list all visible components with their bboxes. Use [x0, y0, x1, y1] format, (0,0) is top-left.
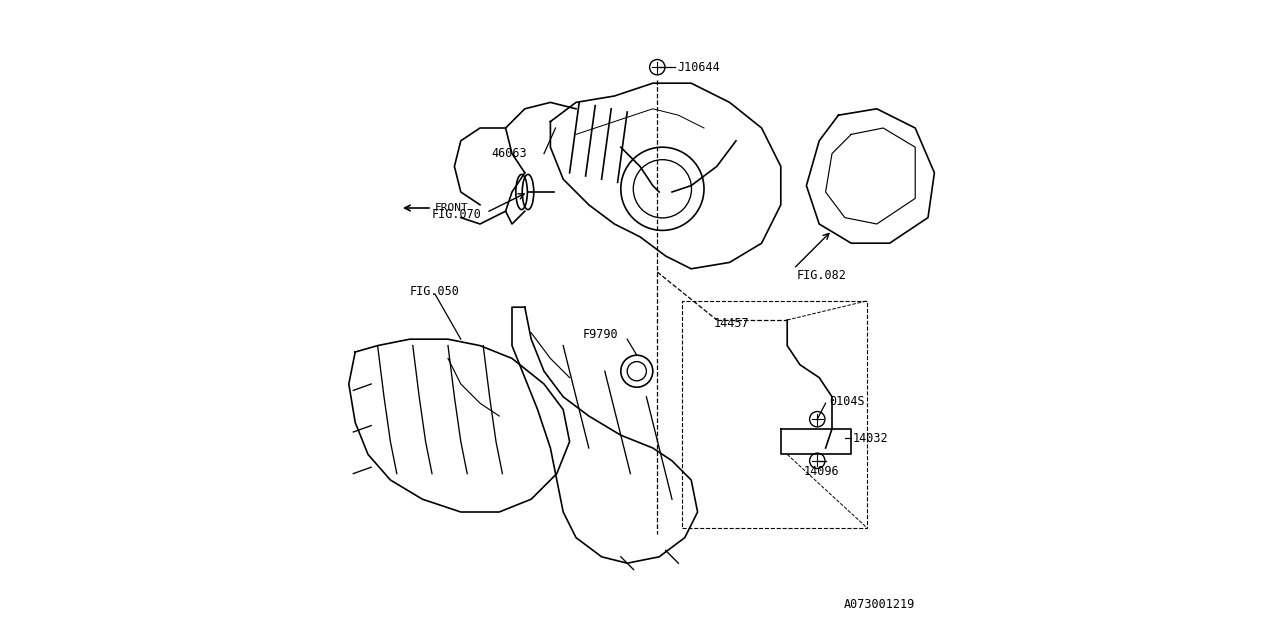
Text: FRONT: FRONT	[435, 203, 468, 213]
Text: 14457: 14457	[714, 317, 749, 330]
Text: 14032: 14032	[852, 432, 888, 445]
Text: FIG.070: FIG.070	[433, 208, 481, 221]
Text: FIG.050: FIG.050	[410, 285, 460, 298]
Text: 14096: 14096	[804, 465, 838, 478]
Bar	[681, 301, 868, 528]
Text: A073001219: A073001219	[844, 598, 915, 611]
Text: FIG.082: FIG.082	[796, 269, 846, 282]
Text: F9790: F9790	[582, 328, 618, 340]
Text: 0104S: 0104S	[829, 396, 864, 408]
Text: 46063: 46063	[492, 147, 527, 160]
Text: J10644: J10644	[677, 61, 719, 74]
